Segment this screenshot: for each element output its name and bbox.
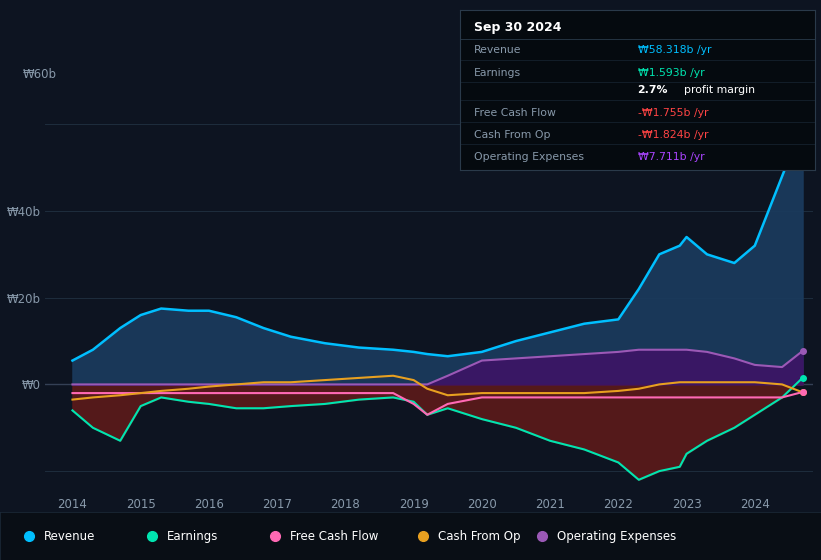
Text: Cash From Op: Cash From Op (438, 530, 520, 543)
Text: Earnings: Earnings (167, 530, 218, 543)
Text: ₩1.593b /yr: ₩1.593b /yr (637, 68, 704, 78)
Text: Earnings: Earnings (475, 68, 521, 78)
Text: -₩1.755b /yr: -₩1.755b /yr (637, 108, 708, 118)
Text: 2.7%: 2.7% (637, 85, 668, 95)
Text: Free Cash Flow: Free Cash Flow (290, 530, 378, 543)
Text: Free Cash Flow: Free Cash Flow (475, 108, 556, 118)
Text: Revenue: Revenue (44, 530, 95, 543)
Text: -₩1.824b /yr: -₩1.824b /yr (637, 130, 708, 140)
Text: Sep 30 2024: Sep 30 2024 (475, 21, 562, 34)
Text: Operating Expenses: Operating Expenses (557, 530, 676, 543)
Text: ₩58.318b /yr: ₩58.318b /yr (637, 45, 711, 55)
Text: Revenue: Revenue (475, 45, 521, 55)
Text: Cash From Op: Cash From Op (475, 130, 551, 140)
Text: ₩60b: ₩60b (23, 68, 57, 81)
Text: Operating Expenses: Operating Expenses (475, 152, 585, 162)
Text: profit margin: profit margin (684, 85, 754, 95)
Text: ₩7.711b /yr: ₩7.711b /yr (637, 152, 704, 162)
